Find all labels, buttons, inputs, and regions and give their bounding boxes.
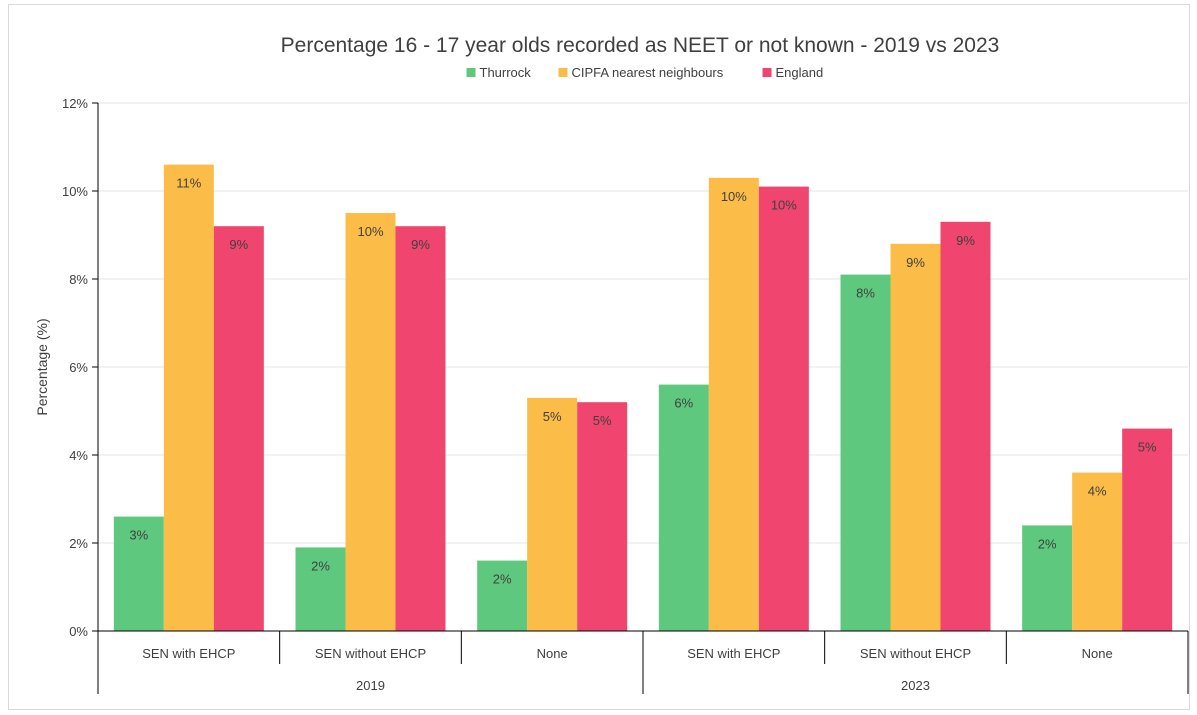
data-label: 2% [1038,536,1057,551]
y-tick-label: 8% [69,272,88,287]
data-label: 10% [771,198,797,213]
data-label: 9% [956,233,975,248]
bar [758,186,809,631]
bar [658,384,709,631]
data-label: 5% [543,409,562,424]
legend-swatch [558,68,568,77]
x-category-label: None [1082,646,1113,661]
y-tick-label: 2% [69,536,88,551]
y-tick-label: 6% [69,360,88,375]
bar [1072,472,1123,631]
bar [940,221,991,632]
data-label: 10% [357,224,383,239]
bar [163,164,214,631]
x-category-label: None [537,646,568,661]
y-tick-label: 12% [62,96,88,111]
bars [113,164,1173,632]
data-label: 4% [1088,484,1107,499]
x-category-label: SEN without EHCP [860,646,971,661]
bar [395,226,446,631]
data-label: 10% [721,189,747,204]
legend: Thurrock CIPFA nearest neighbours England [466,65,824,80]
bar [295,547,346,631]
chart-title: Percentage 16 - 17 year olds recorded as… [281,34,1000,57]
legend-label: England [776,65,824,80]
legend-swatch [762,68,772,77]
bar [345,213,396,631]
data-label: 8% [856,286,875,301]
data-label: 9% [906,255,925,270]
bar [890,243,941,632]
y-tick-label: 0% [69,624,88,639]
y-axis-ticks: 0% 2% 4% 6% 8% 10% 12% [62,96,99,639]
bar [708,177,759,632]
y-axis-label: Percentage (%) [34,318,50,415]
x-category-label: SEN with EHCP [142,646,235,661]
bar [1122,428,1173,631]
data-label: 2% [311,558,330,573]
data-label: 11% [176,176,201,191]
bar [477,560,528,631]
bar [577,402,628,631]
x-category-label: SEN with EHCP [687,646,780,661]
x-group-label: 2019 [356,678,385,693]
bar [840,274,891,631]
bar [213,226,264,631]
x-group-label: 2023 [901,678,930,693]
y-tick-label: 10% [62,184,88,199]
data-label: 5% [593,413,612,428]
y-tick-label: 4% [69,448,88,463]
legend-label: CIPFA nearest neighbours [572,65,724,80]
data-labels: 3% 2% 2% 6% 8% 2% 11% 10% 5% 10% 9% 4% 9% 9% 5% 10% 9% 5% [129,176,1157,587]
data-label: 2% [493,572,512,587]
data-label: 9% [229,237,248,252]
bar [113,516,164,631]
gridlines [98,102,1188,544]
data-label: 3% [129,528,148,543]
data-label: 9% [411,237,430,252]
data-label: 6% [674,396,693,411]
x-category-label: SEN without EHCP [315,646,426,661]
x-axis: SEN with EHCP SEN without EHCP None SEN wit… [97,630,1189,694]
bar [1022,525,1073,631]
data-label: 5% [1138,440,1157,455]
legend-label: Thurrock [480,65,532,80]
legend-swatch [466,68,476,77]
bar [527,397,578,631]
